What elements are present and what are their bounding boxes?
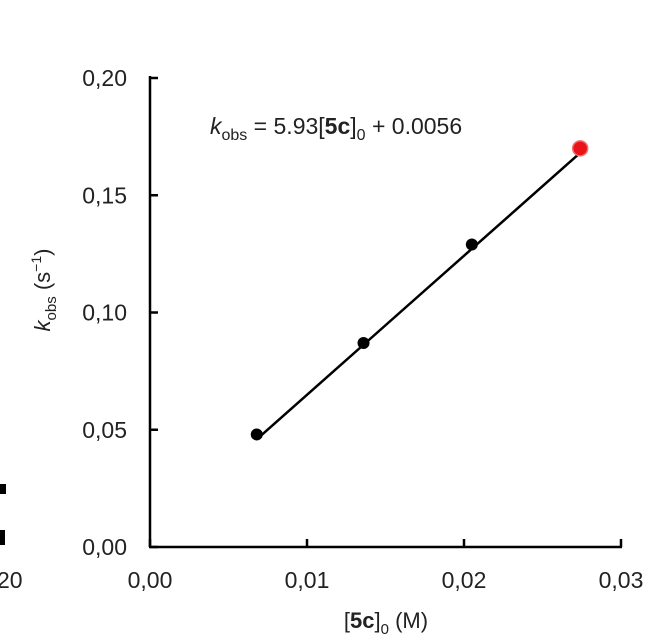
data-point [571,140,589,157]
y-tick-label: 0,20 [82,65,127,91]
y-tick-label: 0,05 [82,417,127,443]
x-tick-label: 0,01 [285,567,330,593]
y-tick-label: 0,00 [82,534,127,560]
data-point [465,238,478,251]
y-axis-title: kobs (s−1) [28,249,60,332]
data-point [357,336,370,349]
x-tick-label: 0,00 [128,567,173,593]
x-axis-title: [5c]0 (M) [344,608,428,638]
y-axis-ticks: 0,00 0,05 0,10 0,15 0,20 [82,65,158,560]
y-tick-label: 0,15 [82,182,127,208]
data-point [250,428,263,441]
fit-equation: kobs = 5.93[5c]0 + 0.0056 [210,113,462,144]
data-points [250,140,589,441]
edge-mark-fragment [0,484,6,545]
edge-tick-fragment: 20 [0,567,23,593]
x-tick-label: 0,03 [599,567,644,593]
fit-line [255,151,582,441]
x-tick-label: 0,02 [442,567,487,593]
y-tick-label: 0,10 [82,300,127,326]
